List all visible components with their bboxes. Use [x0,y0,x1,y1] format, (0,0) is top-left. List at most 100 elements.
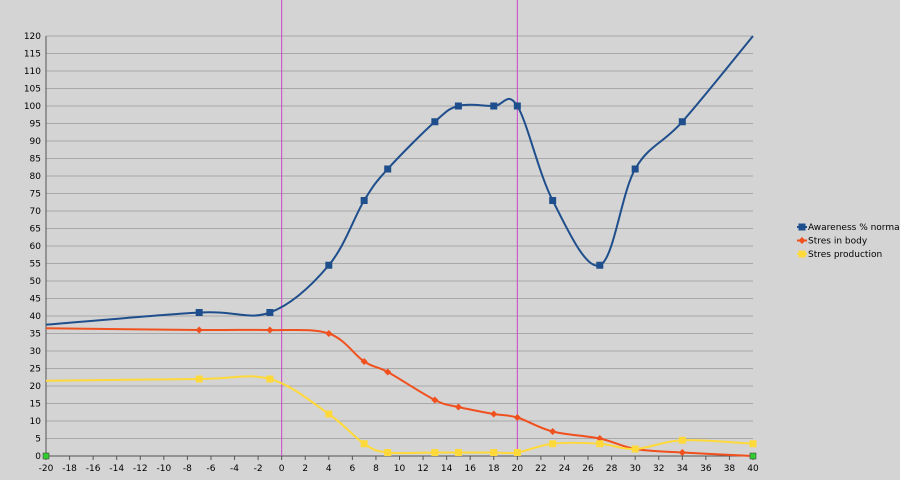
x-tick-label: -8 [183,464,192,474]
x-tick-label: 6 [349,464,355,474]
data-point-2 [431,396,439,404]
legend-marker [798,223,806,231]
x-tick-label: 14 [441,464,453,474]
legend-marker [798,237,806,244]
x-tick-label: 10 [394,464,406,474]
x-tick-label: 2 [302,464,308,474]
x-tick-label: 4 [326,464,332,474]
y-tick-label: 60 [30,242,42,252]
data-point-1 [678,118,686,126]
data-point-2 [360,358,368,365]
legend-marker [798,250,806,258]
y-tick-label: 85 [30,155,41,165]
legend-label: Stres in body [808,237,868,247]
y-tick-label: 75 [30,190,41,200]
y-tick-label: 5 [35,435,41,445]
data-point-2 [454,403,462,411]
y-tick-label: 45 [30,295,41,305]
data-point-1 [266,309,274,316]
data-point-3 [266,375,274,383]
y-tick-label: 35 [30,330,41,340]
vertical-reference-lines [281,0,518,456]
data-point-1 [384,165,392,173]
legend: Awareness % normal Stres in body Stres pro… [797,223,900,260]
y-tick-label: 20 [30,382,42,392]
y-tick-label: 10 [30,417,42,427]
grid-lines [46,35,753,457]
data-point-1 [596,261,604,269]
y-tick-label: 95 [30,120,41,130]
x-tick-label: -18 [62,464,77,474]
data-point-3 [631,445,639,453]
x-tick-label: 0 [279,464,285,474]
data-point-1 [360,197,368,204]
data-point-3 [325,410,333,418]
x-tick-label: 24 [559,464,571,474]
y-tick-labels: 0 5 10 15 20 25 30 35 40 45 50 55 60 65 70 75 80 85 90 95 10… [24,32,41,462]
x-tick-label: 34 [677,464,689,474]
y-tick-label: 90 [30,137,42,147]
axis-endpoint-marker [749,452,757,460]
y-tick-label: 30 [30,347,42,357]
x-tick-label: 22 [535,464,546,474]
data-point-2 [678,449,686,456]
series-line-2 [45,327,754,457]
x-tick-label: 40 [747,464,759,474]
x-tick-label: -16 [86,464,101,474]
y-tick-label: 100 [24,102,41,112]
x-tick-label: 36 [700,464,712,474]
data-point-2 [384,368,392,376]
data-point-3 [490,449,498,456]
y-tick-label: 105 [24,85,41,95]
x-tick-labels: -20 -18 -16 -14 -12 -10 -8 -6 -4 -2 0 2 4 6 8 10 12 14 16 1… [39,464,759,474]
y-tick-label: 15 [30,400,41,410]
data-point-3 [454,449,462,456]
data-point-3 [513,449,521,456]
x-tick-label: -4 [230,464,239,474]
data-point-3 [549,440,557,448]
x-tick-label: 18 [488,464,500,474]
x-tick-label: -20 [39,464,54,474]
x-tick-label: -10 [156,464,171,474]
y-tick-label: 70 [30,207,42,217]
y-tick-label: 80 [30,172,42,182]
x-tick-label: 16 [464,464,476,474]
x-tick-label: 30 [629,464,641,474]
x-tick-label: 32 [653,464,664,474]
data-point-2 [266,326,274,334]
data-point-1 [549,197,557,204]
data-point-3 [678,436,686,444]
data-point-3 [749,440,757,448]
data-point-3 [596,440,604,448]
series-line-3 [45,375,754,455]
x-tick-label: 28 [606,464,618,474]
x-tick-label: 12 [417,464,428,474]
data-point-1 [454,102,462,110]
data-point-2 [195,326,203,334]
axis-endpoint-marker [42,452,50,460]
data-point-3 [360,440,368,448]
y-tick-label: 55 [30,260,41,270]
legend-label: Awareness % normal [808,223,900,233]
axes [45,36,754,460]
x-tick-label: -6 [206,464,215,474]
y-tick-label: 50 [30,277,42,287]
x-tick-label: 38 [724,464,736,474]
data-point-1 [325,261,333,269]
data-markers [42,102,757,460]
data-point-3 [431,449,439,456]
y-tick-label: 110 [24,67,41,77]
data-point-1 [195,309,203,316]
x-tick-label: -2 [254,464,263,474]
data-point-1 [490,102,498,110]
data-point-3 [195,375,203,383]
x-tick-label: 8 [373,464,379,474]
data-point-1 [431,118,439,126]
y-tick-label: 115 [24,50,41,60]
data-point-2 [513,414,521,421]
y-tick-label: 65 [30,225,41,235]
y-tick-label: 0 [35,452,41,462]
data-point-2 [490,410,498,418]
legend-label: Stres production [808,250,882,260]
